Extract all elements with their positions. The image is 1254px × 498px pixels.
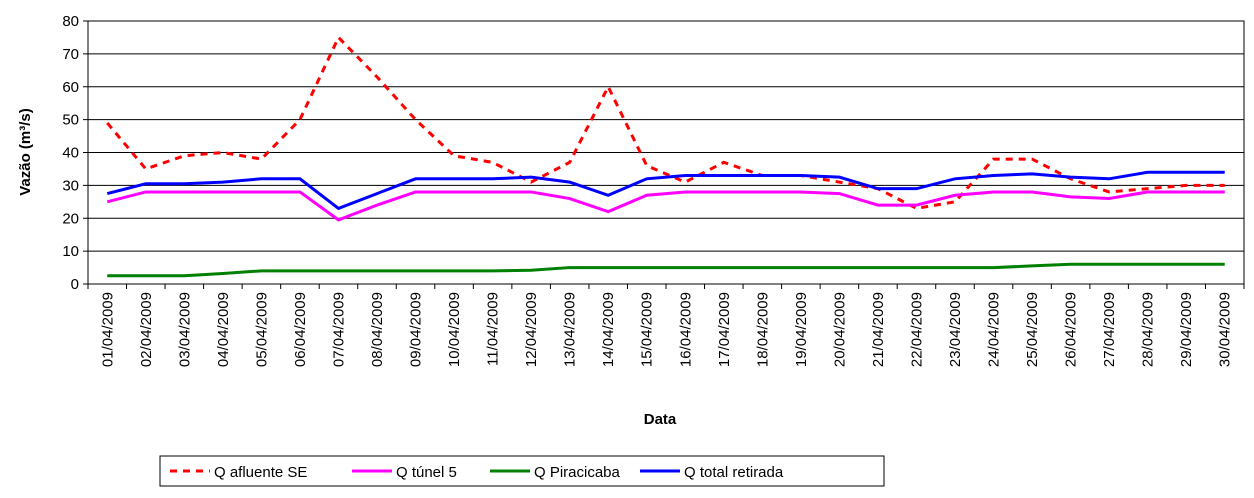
y-tick-label: 10 [62, 243, 79, 260]
legend-label: Q afluente SE [214, 464, 307, 481]
y-tick-label: 80 [62, 13, 79, 30]
x-tick-label: 13/04/2009 [562, 292, 579, 367]
x-tick-label: 10/04/2009 [446, 292, 463, 367]
x-tick-label: 30/04/2009 [1217, 292, 1234, 367]
x-tick-label: 23/04/2009 [947, 292, 964, 367]
x-tick-label: 05/04/2009 [253, 292, 270, 367]
x-tick-label: 22/04/2009 [908, 292, 925, 367]
x-tick-label: 14/04/2009 [600, 292, 617, 367]
y-tick-label: 50 [62, 112, 79, 129]
y-axis-title: Vazão (m³/s) [17, 108, 34, 196]
x-tick-label: 04/04/2009 [215, 292, 232, 367]
y-tick-label: 60 [62, 79, 79, 96]
y-tick-label: 70 [62, 46, 79, 63]
x-tick-label: 15/04/2009 [639, 292, 656, 367]
x-tick-label: 02/04/2009 [138, 292, 155, 367]
series-line [106, 190, 1225, 222]
y-tick-label: 20 [62, 210, 79, 227]
x-tick-label: 08/04/2009 [369, 292, 386, 367]
x-tick-label: 24/04/2009 [986, 292, 1003, 367]
x-tick-label: 25/04/2009 [1024, 292, 1041, 367]
y-tick-label: 40 [62, 145, 79, 162]
x-axis-title: Data [644, 411, 677, 428]
x-tick-label: 18/04/2009 [754, 292, 771, 367]
series-line [106, 34, 1225, 210]
legend-label: Q Piracicaba [534, 464, 621, 481]
x-tick-label: 29/04/2009 [1178, 292, 1195, 367]
legend-label: Q total retirada [684, 464, 784, 481]
y-tick-label: 30 [62, 177, 79, 194]
x-tick-label: 01/04/2009 [99, 292, 116, 367]
y-tick-label: 0 [71, 276, 79, 293]
x-tick-label: 07/04/2009 [330, 292, 347, 367]
x-tick-label: 21/04/2009 [870, 292, 887, 367]
x-tick-label: 06/04/2009 [292, 292, 309, 367]
x-tick-label: 27/04/2009 [1101, 292, 1118, 367]
x-tick-label: 16/04/2009 [677, 292, 694, 367]
x-tick-label: 17/04/2009 [716, 292, 733, 367]
series-line [107, 262, 1225, 278]
legend-box [159, 455, 885, 487]
x-tick-label: 03/04/2009 [176, 292, 193, 367]
x-tick-label: 11/04/2009 [485, 292, 502, 366]
series-line [106, 170, 1225, 211]
x-tick-label: 20/04/2009 [831, 292, 848, 367]
x-tick-label: 12/04/2009 [523, 292, 540, 367]
x-tick-label: 28/04/2009 [1140, 292, 1157, 367]
x-tick-label: 26/04/2009 [1063, 292, 1080, 367]
x-tick-label: 19/04/2009 [793, 292, 810, 367]
legend-label: Q túnel 5 [396, 464, 457, 481]
x-tick-label: 09/04/2009 [408, 292, 425, 367]
